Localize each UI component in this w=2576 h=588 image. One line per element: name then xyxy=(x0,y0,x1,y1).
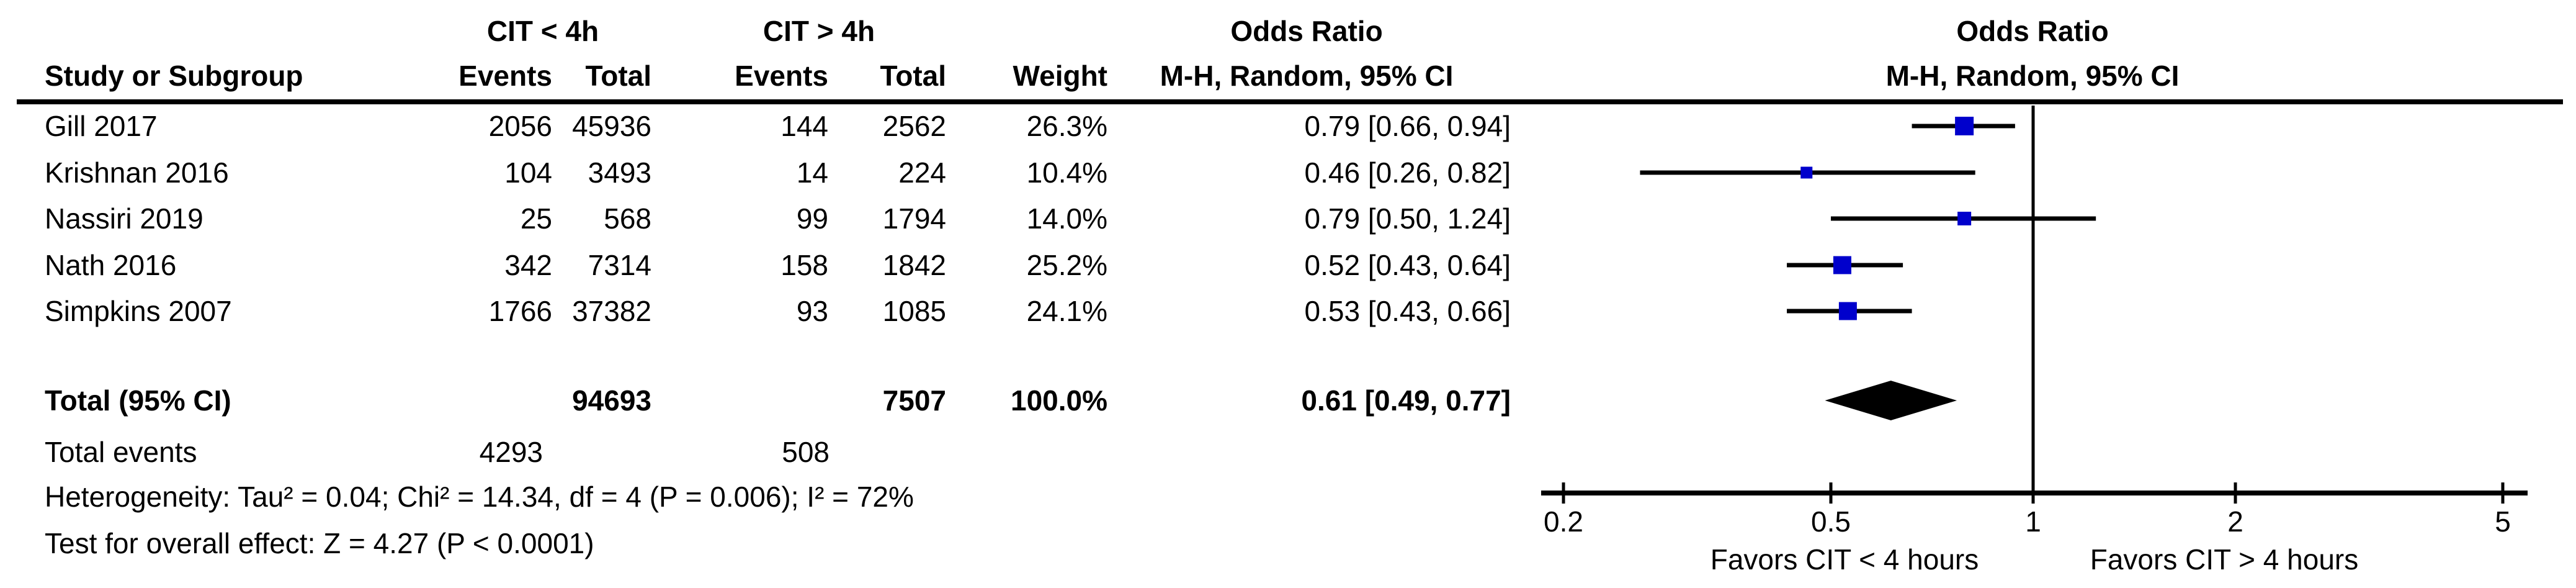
axis-tick xyxy=(2234,482,2237,504)
header-divider xyxy=(17,99,2563,104)
heterogeneity-stats: Heterogeneity: Tau² = 0.04; Chi² = 14.34… xyxy=(45,481,914,513)
null-effect-line xyxy=(2031,106,2035,495)
or-ci-value: 0.46 [0.26, 0.82] xyxy=(1304,156,1511,189)
study-label: Nassiri 2019 xyxy=(45,202,203,235)
group1-header: CIT < 4h xyxy=(486,15,599,47)
axis-tick xyxy=(2501,482,2505,504)
or-ci-value: 0.79 [0.50, 1.24] xyxy=(1304,202,1511,235)
plot-subtitle: M-H, Random, 95% CI xyxy=(1885,60,2180,92)
events1-value: 2056 xyxy=(488,110,552,142)
axis-tick-label: 5 xyxy=(2495,505,2511,538)
axis-tick-label: 1 xyxy=(2025,505,2041,538)
total2-value: 224 xyxy=(898,156,946,189)
total2-value: 1842 xyxy=(882,249,946,281)
events1-value: 342 xyxy=(504,249,552,281)
plot-title: Odds Ratio xyxy=(1956,15,2109,47)
total-events2: 508 xyxy=(782,436,830,468)
weight-value: 14.0% xyxy=(1026,202,1107,235)
total-events1: 4293 xyxy=(479,436,543,468)
weight-value: 24.1% xyxy=(1026,295,1107,327)
axis-tick xyxy=(1829,482,1833,504)
axis-tick-label: 0.5 xyxy=(1811,505,1851,538)
weight-value: 25.2% xyxy=(1026,249,1107,281)
favors-right-label: Favors CIT > 4 hours xyxy=(2090,543,2359,576)
weight-column-header: Weight xyxy=(1013,60,1107,92)
or-ci-value: 0.53 [0.43, 0.66] xyxy=(1304,295,1511,327)
events1-value: 104 xyxy=(504,156,552,189)
events1-value: 1766 xyxy=(488,295,552,327)
events1-value: 25 xyxy=(520,202,552,235)
total-weight: 100.0% xyxy=(1010,384,1107,417)
events2-value: 99 xyxy=(796,202,828,235)
weight-value: 10.4% xyxy=(1026,156,1107,189)
total1-column-header: Total xyxy=(585,60,651,92)
axis-tick xyxy=(2031,482,2035,504)
pooled-effect-diamond xyxy=(1825,381,1957,420)
axis-tick-label: 2 xyxy=(2227,505,2243,538)
group2-header: CIT > 4h xyxy=(763,15,875,47)
total-or-ci: 0.61 [0.49, 0.77] xyxy=(1301,384,1511,417)
study-label: Simpkins 2007 xyxy=(45,295,232,327)
total2-value: 1085 xyxy=(882,295,946,327)
total2-column-header: Total xyxy=(880,60,946,92)
total-events-label: Total events xyxy=(45,436,197,468)
effect-square xyxy=(1955,117,1974,135)
favors-left-label: Favors CIT < 4 hours xyxy=(1710,543,1979,576)
total1-value: 7314 xyxy=(588,249,651,281)
total1-value: 568 xyxy=(604,202,651,235)
events2-value: 14 xyxy=(796,156,828,189)
effect-square xyxy=(1957,212,1972,225)
study-label: Nath 2016 xyxy=(45,249,177,281)
odds-ratio-column-header: Odds Ratio xyxy=(1230,15,1383,47)
axis-tick xyxy=(1562,482,1565,504)
total2-value: 2562 xyxy=(882,110,946,142)
total1-sum: 94693 xyxy=(572,384,651,417)
overall-effect-test: Test for overall effect: Z = 4.27 (P < 0… xyxy=(45,527,594,559)
effect-square xyxy=(1838,302,1857,320)
total1-value: 45936 xyxy=(572,110,651,142)
axis-tick-label: 0.2 xyxy=(1544,505,1583,538)
study-column-header: Study or Subgroup xyxy=(45,60,303,92)
events2-column-header: Events xyxy=(735,60,828,92)
or-ci-value: 0.79 [0.66, 0.94] xyxy=(1304,110,1511,142)
method-column-header: M-H, Random, 95% CI xyxy=(1160,60,1454,92)
total-row-label: Total (95% CI) xyxy=(45,384,231,417)
events1-column-header: Events xyxy=(458,60,552,92)
study-label: Krishnan 2016 xyxy=(45,156,229,189)
events2-value: 93 xyxy=(796,295,828,327)
events2-value: 144 xyxy=(780,110,828,142)
weight-value: 26.3% xyxy=(1026,110,1107,142)
total2-sum: 7507 xyxy=(882,384,946,417)
effect-square xyxy=(1833,256,1851,274)
effect-square xyxy=(1800,166,1813,179)
total2-value: 1794 xyxy=(882,202,946,235)
or-ci-value: 0.52 [0.43, 0.64] xyxy=(1304,249,1511,281)
study-label: Gill 2017 xyxy=(45,110,158,142)
events2-value: 158 xyxy=(780,249,828,281)
total1-value: 37382 xyxy=(572,295,651,327)
total1-value: 3493 xyxy=(588,156,651,189)
